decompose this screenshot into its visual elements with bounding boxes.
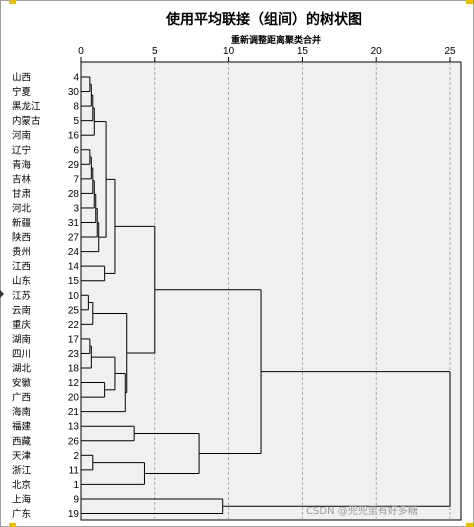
leaf-name-27: 浙江	[12, 464, 32, 476]
leaf-name-1: 宁夏	[12, 86, 32, 98]
leaf-name-13: 江西	[12, 262, 31, 273]
leaf-id-13: 14	[68, 262, 80, 273]
leaf-id-20: 18	[68, 364, 80, 375]
tick-label-10: 10	[223, 46, 235, 57]
leaf-id-16: 25	[68, 305, 80, 316]
leaf-id-7: 7	[73, 174, 79, 185]
leaf-id-0: 4	[73, 73, 79, 84]
leaf-name-12: 贵州	[12, 246, 31, 258]
leaf-id-12: 24	[68, 247, 80, 258]
x-axis-ticks: 0 5 10 15 20 25	[78, 46, 456, 62]
leaf-id-14: 15	[68, 276, 80, 287]
leaf-name-7: 吉林	[12, 173, 32, 185]
leaf-name-5: 辽宁	[12, 144, 31, 156]
leaf-id-17: 22	[68, 320, 80, 331]
leaf-name-0: 山西	[12, 73, 31, 84]
leaf-id-1: 30	[68, 87, 80, 98]
leaf-name-8: 甘肃	[12, 188, 31, 200]
leaf-name-26: 天津	[12, 451, 32, 462]
leaf-name-9: 河北	[12, 202, 32, 214]
tick-label-20: 20	[371, 46, 383, 57]
tick-label-5: 5	[152, 46, 158, 57]
leaf-id-9: 3	[73, 203, 79, 214]
leaf-name-23: 海南	[12, 406, 31, 418]
selection-marker-bottom-left	[9, 523, 16, 527]
leaf-name-28: 北京	[12, 479, 31, 491]
leaf-id-19: 23	[68, 349, 80, 360]
leaf-id-24: 13	[68, 422, 80, 433]
leaf-id-28: 1	[73, 480, 79, 491]
leaf-name-6: 青海	[12, 159, 32, 171]
leaf-name-2: 黑龙江	[12, 101, 41, 113]
leaf-id-11: 27	[68, 233, 80, 244]
leaf-id-29: 9	[73, 494, 79, 505]
tick-label-25: 25	[444, 46, 456, 57]
leaf-name-3: 内蒙古	[12, 115, 41, 127]
side-handle-icon	[0, 290, 4, 298]
leaf-name-20: 湖北	[12, 364, 32, 375]
leaf-id-10: 31	[68, 218, 80, 229]
leaf-id-18: 17	[68, 334, 80, 345]
leaf-name-16: 云南	[12, 304, 31, 316]
leaf-name-15: 江苏	[12, 290, 32, 302]
leaf-id-22: 20	[68, 393, 80, 404]
leaf-id-21: 12	[68, 378, 80, 389]
leaf-id-15: 10	[68, 291, 80, 302]
leaf-name-24: 福建	[12, 421, 32, 433]
leaf-name-29: 上海	[12, 493, 32, 505]
chart-subtitle: 重新调整距离聚类合并	[231, 34, 321, 46]
leaf-id-30: 19	[68, 509, 80, 520]
leaf-name-18: 湖南	[12, 333, 31, 345]
leaf-name-4: 河南	[12, 130, 31, 142]
selection-marker-bottom-right	[466, 523, 473, 527]
tick-label-15: 15	[297, 46, 309, 57]
leaf-id-2: 8	[73, 102, 79, 113]
leaf-id-6: 29	[68, 160, 80, 171]
leaf-id-3: 5	[73, 116, 79, 127]
leaf-name-11: 陕西	[12, 232, 31, 244]
leaf-id-26: 2	[73, 451, 79, 462]
plot-area	[80, 61, 462, 521]
leaf-name-10: 新疆	[12, 217, 32, 229]
leaf-id-23: 21	[68, 407, 80, 418]
selection-marker-top-right	[466, 0, 473, 4]
selection-marker-top-left	[9, 0, 16, 4]
leaf-id-4: 16	[68, 131, 80, 142]
leaf-id-5: 6	[73, 145, 79, 156]
chart-title: 使用平均联接（组间）的树状图	[165, 11, 362, 28]
leaf-name-17: 重庆	[12, 319, 32, 331]
watermark: CSDN @兜兜里有好多糖	[306, 504, 418, 517]
leaf-name-14: 山东	[12, 275, 31, 287]
tick-label-0: 0	[78, 46, 84, 57]
leaf-name-22: 广西	[12, 392, 31, 404]
dendrogram-links	[81, 76, 451, 514]
leaf-name-25: 西藏	[12, 435, 32, 447]
leaf-name-19: 四川	[12, 349, 31, 360]
leaf-name-30: 广东	[12, 508, 31, 520]
leaf-id-8: 28	[68, 189, 80, 200]
leaf-id-27: 11	[69, 465, 80, 476]
leaf-name-21: 安徽	[12, 377, 32, 389]
leaf-id-25: 26	[68, 436, 80, 447]
